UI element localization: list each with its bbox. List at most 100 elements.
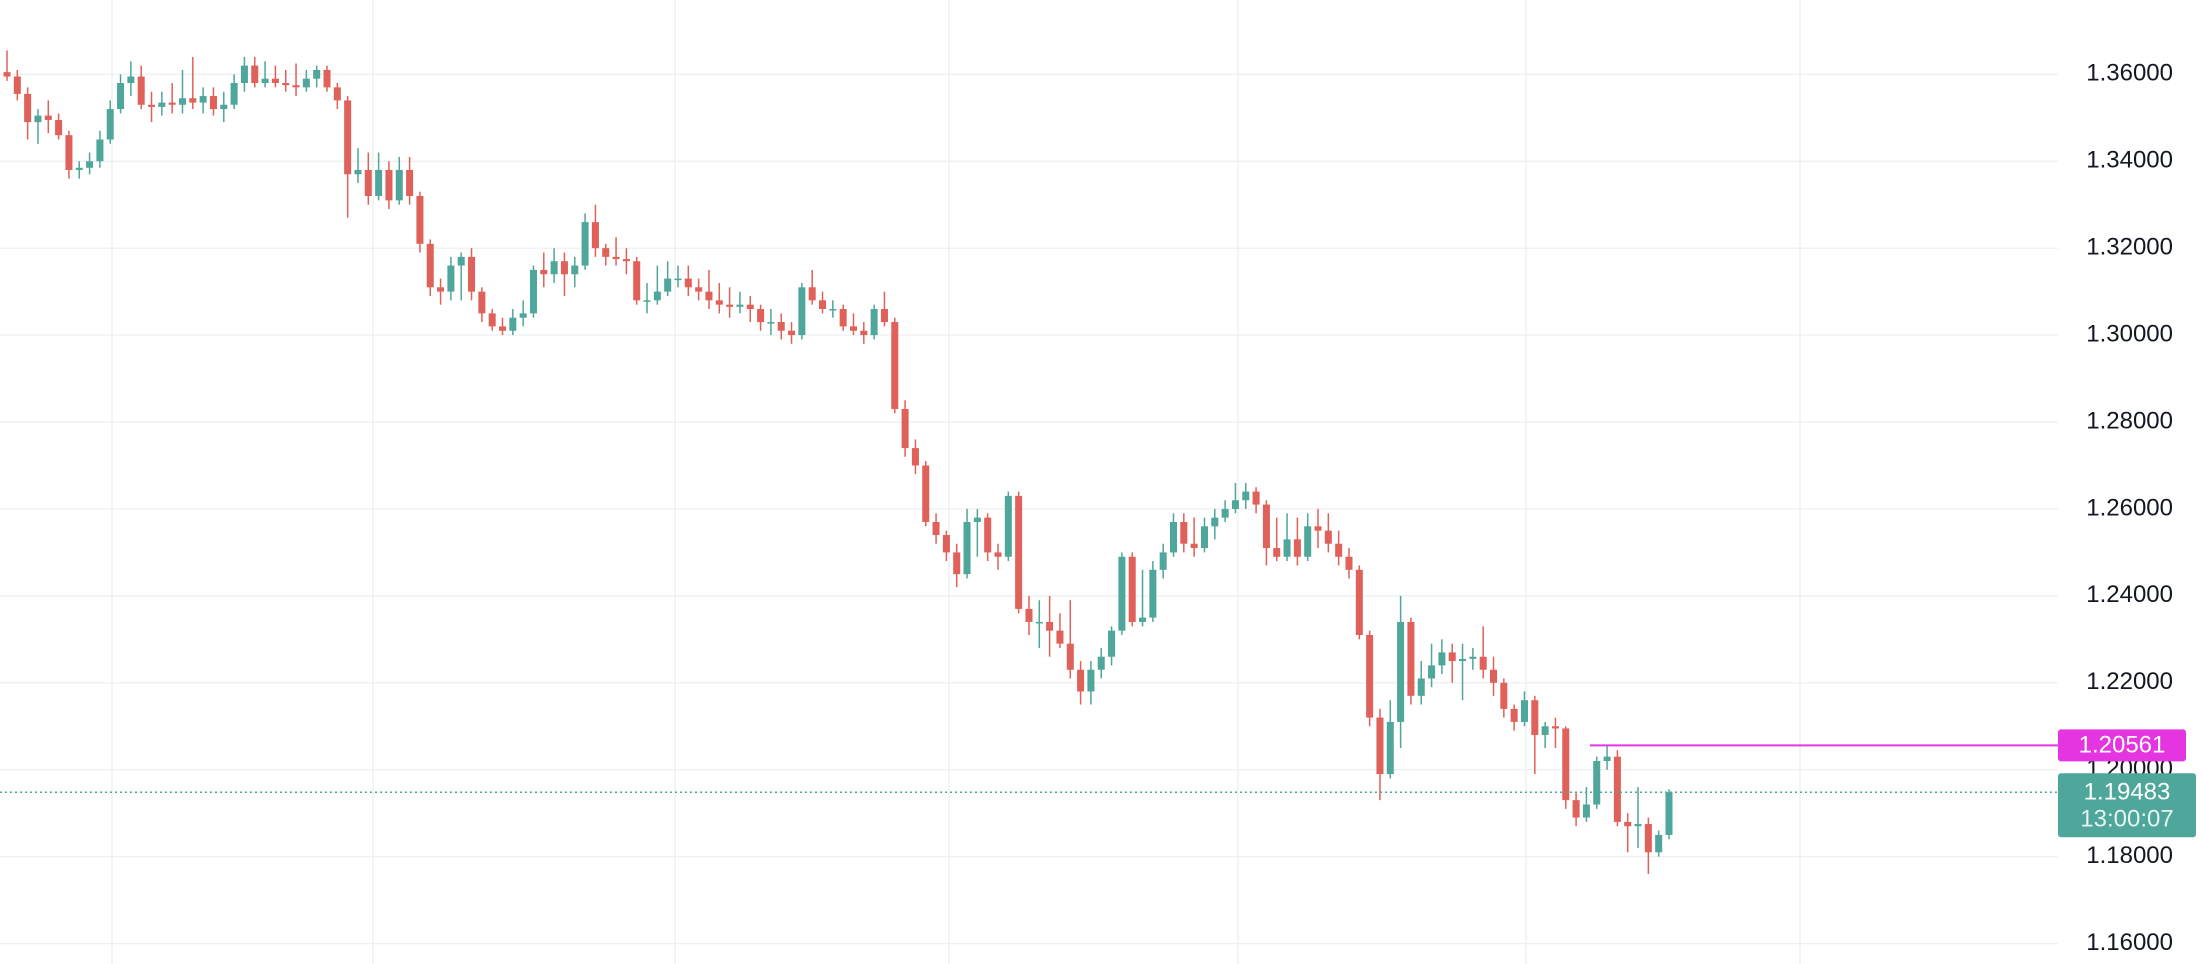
candle-body: [788, 330, 796, 336]
candle-body: [1252, 491, 1260, 505]
candle-body: [364, 169, 372, 197]
candle-body: [375, 169, 383, 197]
candle-body: [354, 169, 362, 175]
candle-body: [1603, 756, 1611, 762]
candle-body: [1469, 656, 1477, 659]
candle-body: [664, 278, 672, 292]
candle-body: [1355, 569, 1363, 635]
candle-body: [1417, 678, 1425, 696]
candle-body: [1066, 643, 1074, 670]
candle-body: [261, 78, 269, 84]
candle-body: [984, 517, 992, 553]
y-tick-label: 1.28000: [2086, 407, 2173, 434]
candle-body: [1200, 526, 1208, 549]
candle-body: [633, 261, 641, 301]
candle-body: [1159, 552, 1167, 570]
candle-body: [1139, 617, 1147, 622]
candle-body: [1242, 491, 1250, 501]
candle-body: [1624, 821, 1632, 827]
candle-body: [643, 300, 651, 302]
candle-body: [1613, 756, 1621, 822]
candle-body: [798, 287, 806, 336]
candle-body: [1428, 665, 1436, 679]
candle-body: [344, 100, 352, 175]
candle-body: [777, 322, 785, 331]
candle-body: [1479, 656, 1487, 670]
y-tick-label: 1.36000: [2086, 60, 2173, 87]
candle-body: [529, 269, 537, 314]
candle-body: [1582, 804, 1590, 818]
candle-body: [468, 256, 476, 292]
candle-body: [911, 448, 919, 466]
candle-body: [1118, 556, 1126, 631]
candle-body: [1221, 508, 1229, 518]
candle-body: [1634, 824, 1642, 827]
candle-body: [189, 98, 197, 103]
candle-body: [488, 313, 496, 327]
candle-body: [880, 309, 888, 323]
candle-body: [1231, 500, 1239, 509]
candle-body: [385, 169, 393, 201]
candle-body: [808, 287, 816, 301]
candle-body: [117, 83, 125, 110]
candle-body: [437, 287, 445, 292]
candle-body: [1262, 504, 1270, 549]
candle-body: [65, 135, 73, 170]
candle-body: [457, 256, 465, 266]
candle-body: [746, 304, 754, 310]
candle-body: [1304, 526, 1312, 557]
candle-body: [199, 96, 207, 103]
candle-body: [1366, 634, 1374, 718]
candle-body: [1097, 656, 1105, 670]
candle-body: [220, 104, 228, 110]
candle-body: [230, 83, 238, 105]
candle-body: [653, 291, 661, 301]
candle-body: [1335, 543, 1343, 557]
candle-body: [75, 167, 83, 170]
candle-body: [1180, 521, 1188, 544]
y-tick-label: 1.30000: [2086, 320, 2173, 347]
candle-body: [44, 115, 52, 120]
candle-body: [1004, 495, 1012, 557]
candle-body: [839, 309, 847, 327]
y-tick-label: 1.22000: [2086, 668, 2173, 695]
candle-body: [127, 76, 135, 84]
candle-body: [313, 69, 321, 79]
candle-body: [498, 326, 507, 331]
candle-body: [705, 291, 713, 301]
candle-body: [602, 248, 610, 257]
candle-body: [942, 535, 950, 553]
candle-body: [148, 104, 156, 107]
candle-body: [106, 109, 114, 140]
candle-body: [684, 278, 692, 288]
candle-body: [1520, 700, 1528, 722]
candle-body: [158, 102, 166, 107]
candle-body: [24, 93, 32, 123]
candle-body: [137, 76, 145, 105]
candle-body: [1489, 669, 1498, 683]
candle-body: [1572, 800, 1580, 818]
candle-body: [1293, 539, 1301, 557]
candle-body: [1551, 726, 1559, 729]
candle-body: [447, 265, 455, 292]
candle-body: [1273, 548, 1281, 557]
candle-body: [1046, 621, 1054, 631]
candle-body: [591, 222, 599, 249]
candle-body: [333, 87, 341, 101]
candle-body: [757, 309, 765, 323]
candle-body: [395, 169, 403, 201]
candle-body: [994, 552, 1002, 557]
candle-body: [178, 98, 187, 105]
candle-body: [540, 269, 548, 275]
candle-body: [3, 72, 11, 77]
candle-body: [168, 102, 176, 105]
current-price-box: [2058, 773, 2196, 838]
candle-body: [1593, 761, 1601, 805]
candle-body: [1314, 526, 1322, 531]
candle-body: [901, 408, 909, 449]
candle-body: [13, 76, 21, 94]
candle-body: [1459, 658, 1467, 662]
candle-body: [416, 196, 424, 244]
candle-body: [550, 261, 558, 275]
candle-body: [1077, 669, 1085, 692]
